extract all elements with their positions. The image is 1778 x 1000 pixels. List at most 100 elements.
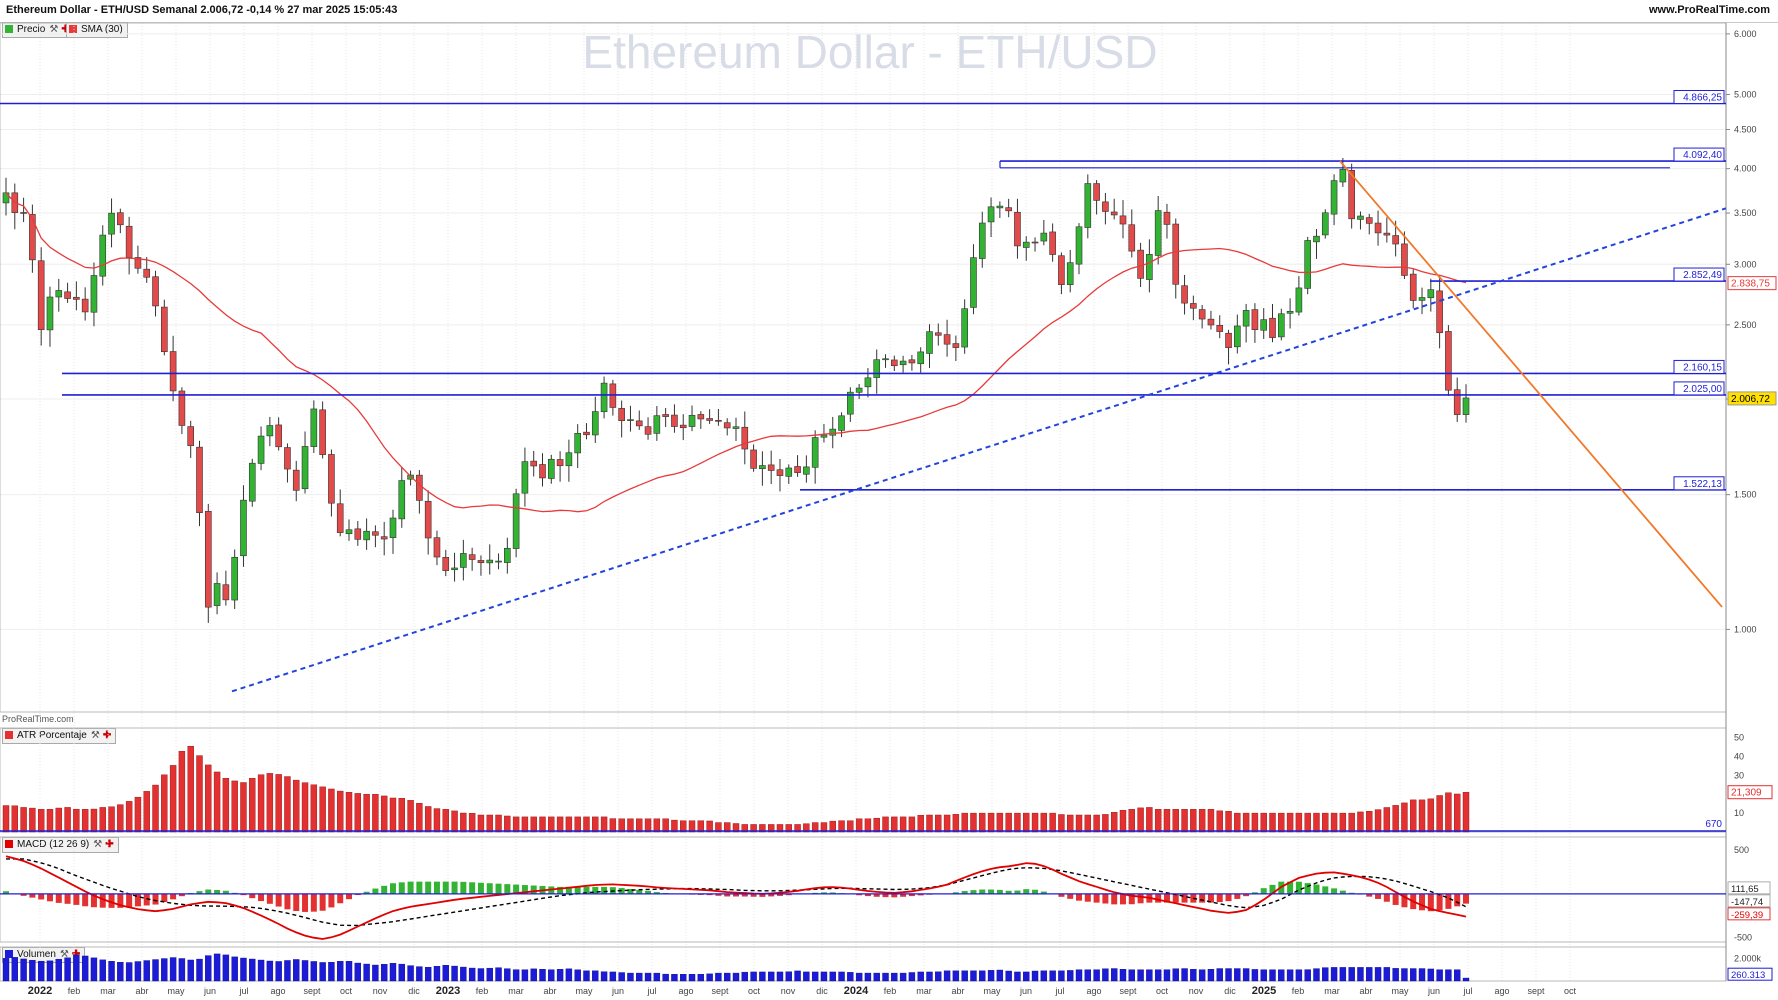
legend-price[interactable]: Precio⚒✚ [2, 22, 75, 38]
candle [943, 334, 951, 345]
atr-bar [442, 809, 449, 833]
volume-bar [943, 970, 951, 982]
volume-bar [442, 965, 449, 982]
atr-bar [433, 808, 441, 833]
candle [723, 422, 731, 429]
legend-atr[interactable]: ATR Porcentaje ⚒ ✚ [2, 728, 117, 744]
candle [1137, 249, 1144, 279]
macd-histogram-bar [1436, 893, 1443, 911]
candle [803, 466, 810, 475]
volume-bar [389, 963, 397, 982]
macd-histogram-bar [1181, 893, 1188, 903]
atr-bar [1137, 807, 1144, 833]
macd-histogram-bar [671, 893, 678, 895]
wrench-icon[interactable]: ⚒ [59, 949, 69, 960]
atr-bar [249, 778, 256, 833]
candle [504, 547, 511, 563]
macd-histogram-bar [1313, 884, 1320, 894]
macd-histogram-bar [1410, 893, 1417, 910]
atr-bar [653, 818, 661, 833]
macd-histogram-bar [706, 893, 713, 896]
wrench-icon[interactable]: ⚒ [90, 730, 100, 741]
x-tick-label: ago [270, 986, 285, 996]
candle [961, 308, 968, 348]
macd-histogram-bar [820, 892, 827, 894]
atr-bar [891, 816, 898, 833]
macd-histogram-bar [574, 886, 581, 894]
atr-bar [855, 818, 863, 833]
plus-icon[interactable]: ✚ [102, 730, 112, 741]
candle [257, 435, 265, 464]
candle [1313, 235, 1320, 243]
volume-bar [636, 972, 643, 982]
candle [715, 420, 722, 422]
atr-bar [785, 824, 792, 833]
candle [776, 469, 784, 476]
x-tick-label: feb [884, 986, 897, 996]
volume-bar [539, 969, 546, 982]
volume-bar [451, 965, 458, 982]
level-label-box [1673, 90, 1725, 105]
plus-icon[interactable]: ✚ [71, 949, 81, 960]
macd-histogram-bar [319, 893, 326, 911]
atr-bar [521, 816, 529, 833]
macd-histogram-bar [970, 890, 977, 894]
atr-bar [1110, 812, 1118, 833]
macd-histogram-bar [724, 893, 731, 897]
candle [1286, 311, 1294, 314]
atr-bar [1454, 793, 1461, 833]
macd-histogram-bar [1040, 891, 1047, 894]
candle [697, 414, 705, 420]
atr-bar [477, 814, 485, 833]
macd-histogram-bar [143, 893, 150, 906]
atr-bar [618, 818, 625, 833]
macd-histogram-bar [1243, 893, 1250, 897]
volume-bar [1269, 969, 1276, 982]
volume-bar [882, 972, 889, 982]
volume-bar [1410, 968, 1417, 982]
site-name[interactable]: www.ProRealTime.com [1648, 4, 1770, 16]
x-tick-label: may [575, 986, 593, 996]
volume-bar [1251, 969, 1259, 982]
atr-bar [1462, 792, 1470, 833]
candle [583, 431, 590, 436]
atr-bar [715, 822, 722, 833]
volume-bar [820, 971, 828, 982]
wrench-icon[interactable]: ⚒ [93, 839, 103, 850]
macd-histogram-bar [521, 885, 528, 894]
atr-bar [1269, 812, 1276, 833]
legend-macd[interactable]: MACD (12 26 9) ⚒ ✚ [2, 837, 119, 853]
candle [372, 531, 379, 536]
atr-bar [838, 820, 845, 833]
macd-histogram-bar [1234, 893, 1241, 899]
atr-bar [1401, 802, 1408, 833]
volume-bar [1313, 968, 1320, 982]
volume-value-label: 260.313 [1731, 970, 1765, 981]
atr-bar [917, 814, 924, 833]
volume-bar [1242, 968, 1250, 982]
volume-bar [460, 966, 467, 982]
volume-bar [1014, 971, 1021, 982]
volume-bar [1462, 977, 1470, 982]
level-label-box [1673, 381, 1725, 396]
wrench-icon[interactable]: ⚒ [49, 24, 59, 35]
plus-icon[interactable]: ✚ [105, 839, 114, 850]
x-tick-label: 2022 [28, 985, 52, 997]
atr-bar [1075, 814, 1083, 833]
volume-bar [873, 972, 880, 982]
atr-bar [293, 779, 300, 833]
x-tick-label: oct [340, 986, 353, 996]
legend-volume[interactable]: Volumen ⚒ ✚ [2, 947, 86, 963]
volume-bar [847, 972, 854, 982]
volume-bar [345, 961, 353, 982]
volume-bar [477, 968, 485, 982]
macd-histogram-bar [601, 886, 608, 894]
atr-bar [11, 805, 18, 833]
macd-histogram-bar [1058, 893, 1065, 897]
volume-bar [117, 962, 124, 982]
legend-sma[interactable]: SMA (30) [66, 22, 128, 38]
level-label-box [1673, 267, 1725, 282]
candle [354, 528, 362, 540]
atr-bar [266, 773, 274, 833]
candle [64, 291, 71, 299]
